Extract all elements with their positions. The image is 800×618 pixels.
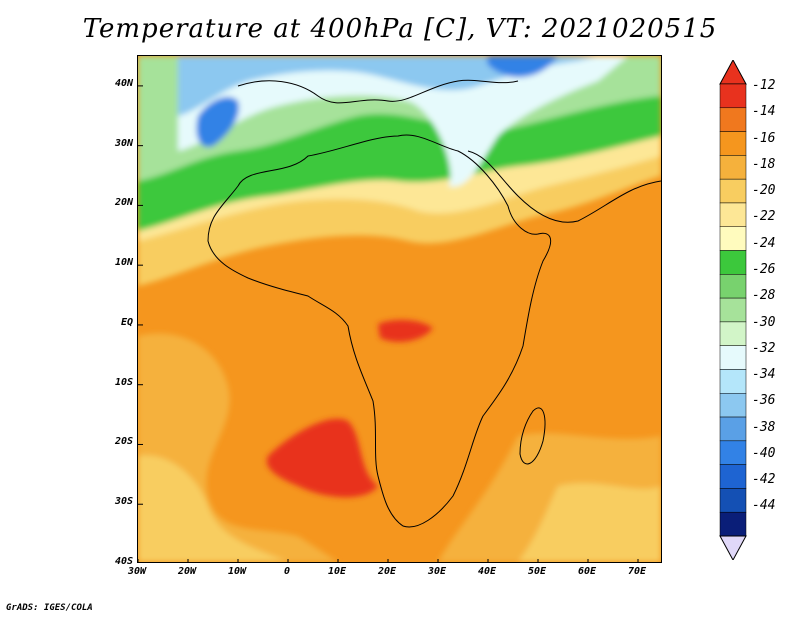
lat-tick-label: EQ	[120, 316, 133, 328]
colorbar-label: -12	[752, 78, 776, 93]
map-frame	[137, 55, 662, 563]
lon-tick-label: 20W	[177, 566, 197, 577]
colorbar-label: -30	[752, 314, 776, 330]
lon-tick-label: 10W	[227, 566, 247, 577]
lon-tick-label: 50E	[527, 566, 547, 577]
colorbar-label: -34	[752, 367, 776, 383]
colorbar-swatch	[719, 321, 747, 346]
arabia-coastline	[467, 150, 661, 223]
colorbar-swatch	[719, 155, 747, 180]
colorbar-swatch	[719, 107, 747, 132]
colorbar-label: -32	[752, 340, 776, 356]
colorbar-swatch	[719, 226, 747, 251]
colorbar-label: -26	[752, 261, 776, 277]
colorbar-swatch	[719, 178, 747, 204]
colorbar-swatch	[719, 274, 747, 299]
lon-tick-label: 40E	[477, 566, 497, 577]
lat-tick-label: 10N	[114, 257, 133, 269]
lon-tick-label: 0	[283, 566, 291, 577]
colorbar-swatch	[719, 345, 747, 370]
colorbar-label: -20	[752, 183, 776, 199]
lon-tick-label: 30W	[127, 566, 147, 577]
colorbar-swatch	[719, 250, 747, 275]
colorbar-label: -40	[752, 445, 776, 461]
colorbar-bottom-arrow	[719, 535, 747, 560]
temp-band-blue-north	[178, 56, 598, 116]
temp-hot-congo	[378, 319, 433, 342]
temp-hot-southern-africa	[266, 418, 378, 498]
colorbar-label: -18	[752, 156, 776, 172]
europe-coastline	[237, 79, 519, 104]
lat-tick-label: 30S	[114, 496, 133, 508]
colorbar-swatch	[719, 488, 747, 513]
lat-tick-label: 40N	[114, 77, 133, 89]
lon-tick-label: 10E	[327, 566, 347, 577]
chart-title: Temperature at 400hPa [C], VT: 202102051…	[82, 14, 718, 44]
colorbar-label: -24	[752, 235, 776, 251]
lon-tick-label: 30E	[427, 566, 447, 577]
colorbar-swatch	[719, 369, 747, 394]
colorbar-swatch	[719, 83, 747, 109]
africa-coastline	[207, 134, 552, 528]
colorbar-label: -36	[752, 393, 776, 409]
lat-tick-label: 20S	[114, 436, 133, 448]
colorbar-label: -14	[752, 104, 776, 120]
credit-label: GrADS: IGES/COLA	[6, 603, 93, 613]
temp-band-yellow-southwest	[138, 455, 288, 562]
colorbar-swatch	[719, 511, 747, 537]
colorbar-label: -16	[752, 130, 776, 146]
lat-tick-label: 30N	[114, 137, 133, 149]
colorbar-swatch	[719, 297, 747, 323]
colorbar-label: -28	[752, 288, 776, 304]
lon-tick-label: 70E	[627, 566, 647, 577]
lat-tick-label: 20N	[114, 197, 133, 209]
temp-band-darkblue-northeast	[486, 56, 558, 78]
colorbar-swatch	[719, 440, 747, 465]
colorbar-label: -44	[752, 498, 776, 514]
colorbar-swatch	[719, 416, 747, 442]
colorbar-swatch	[719, 393, 747, 418]
lat-tick-label: 10S	[114, 376, 133, 388]
coastlines	[207, 79, 661, 528]
colorbar-label: -22	[752, 209, 776, 225]
temp-band-lightcyan-north	[178, 56, 628, 187]
colorbar-label: -42	[752, 472, 776, 488]
colorbar-swatch	[719, 202, 747, 227]
madagascar-coastline	[519, 407, 546, 465]
temp-band-darkblue-north	[196, 96, 239, 147]
colorbar-top-arrow	[719, 60, 747, 85]
colorbar-swatch	[719, 131, 747, 156]
lon-tick-label: 20E	[377, 566, 397, 577]
colorbar-swatch	[719, 464, 747, 489]
temp-band-yellow-southeast-2	[518, 483, 661, 562]
grid-ticks	[138, 85, 639, 562]
temperature-map	[138, 56, 661, 562]
lon-tick-label: 60E	[577, 566, 597, 577]
colorbar-label: -38	[752, 419, 776, 435]
lat-tick-label: 40S	[114, 556, 133, 567]
colorbar	[719, 60, 747, 560]
